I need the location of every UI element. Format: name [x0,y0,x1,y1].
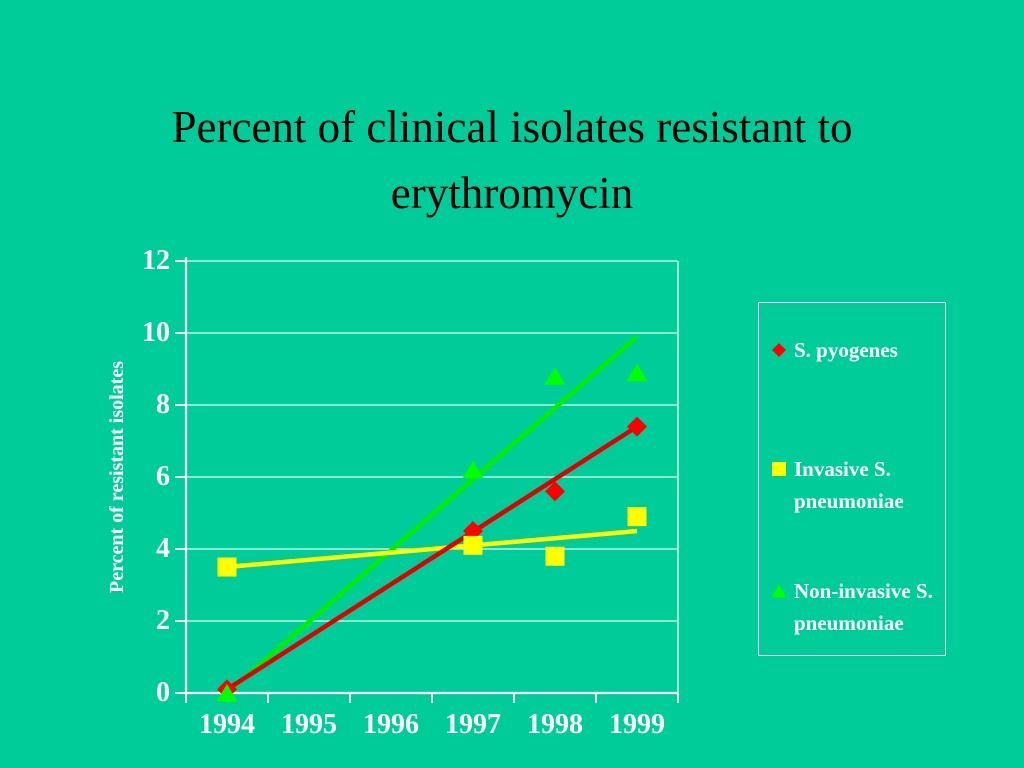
x-tick-label: 1996 [363,709,419,740]
slide-title-line1: Percent of clinical isolates resistant t… [171,102,853,152]
legend-label: Non-invasive S. pneumoniae [791,575,933,639]
legend-diamond-icon [772,343,786,357]
trendline-triangle [225,334,639,695]
x-tick-label: 1997 [445,709,501,740]
legend-label-line: pneumoniae [794,611,904,635]
legend-item: Invasive S. pneumoniae [767,453,904,517]
x-tick-label: 1994 [199,709,255,740]
square-marker-icon [627,507,647,527]
slide-title: Percent of clinical isolates resistant t… [0,94,1024,226]
trendline-diamond [225,424,639,692]
legend-square-icon [772,462,786,476]
chart-legend: S. pyogenes Invasive S. pneumoniae Non-inva… [758,302,946,656]
trendline-square [226,528,638,570]
legend-triangle-icon [771,584,787,598]
y-tick-label: 12 [142,245,170,276]
x-tick-label: 1998 [527,709,583,740]
triangle-marker-icon [544,367,566,385]
triangle-marker-icon [216,684,238,702]
y-tick-label: 0 [156,677,170,708]
diamond-marker-icon [545,481,565,502]
square-marker-icon [463,535,483,555]
y-tick-label: 6 [156,461,170,492]
x-tick-label: 1999 [609,709,665,740]
legend-label: S. pyogenes [791,334,898,366]
legend-label-line: Non-invasive S. [794,579,933,603]
diamond-marker-icon [627,416,647,437]
triangle-marker-icon [626,363,648,382]
square-marker-icon [217,557,237,577]
y-tick-label: 2 [156,605,170,636]
square-marker-icon [545,546,565,566]
y-tick-label: 4 [156,533,170,564]
legend-item: S. pyogenes [767,334,898,366]
legend-label-line: Invasive S. [794,457,891,481]
legend-label-line: pneumoniae [794,489,904,513]
legend-label: Invasive S. pneumoniae [791,453,904,517]
slide-title-line2: erythromycin [390,168,634,218]
legend-label-line: S. pyogenes [794,338,898,362]
y-tick-label: 10 [142,317,170,348]
triangle-marker-icon [462,460,484,479]
x-tick-label: 1995 [281,709,337,740]
legend-item: Non-invasive S. pneumoniae [767,575,933,639]
y-tick-label: 8 [156,389,170,420]
